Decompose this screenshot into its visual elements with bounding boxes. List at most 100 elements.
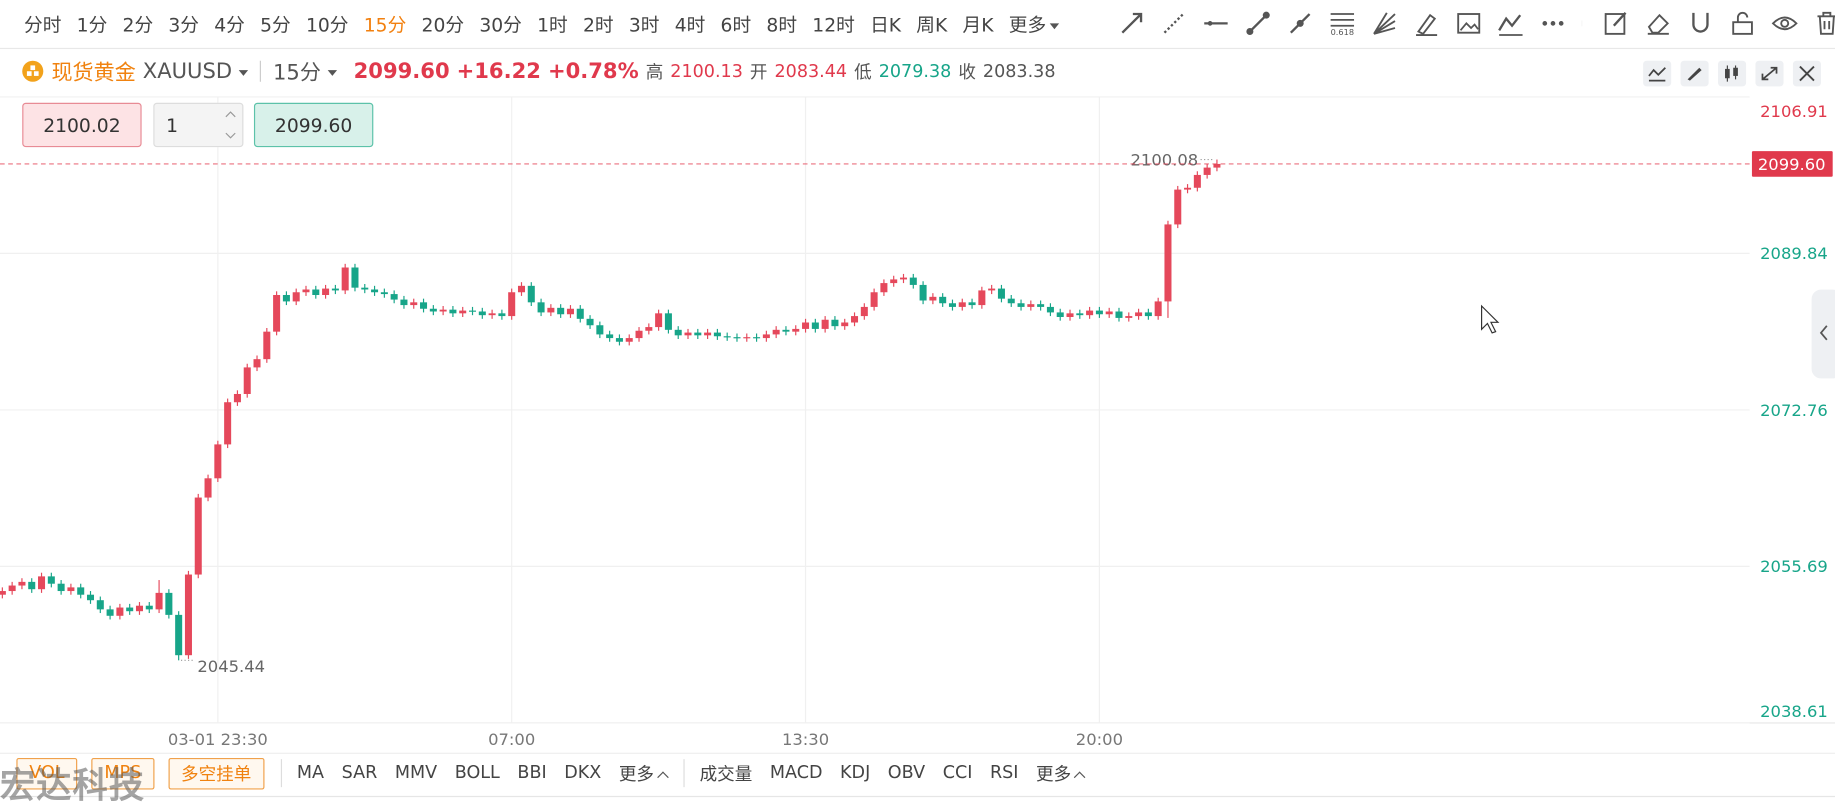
period-button[interactable]: 3分 — [168, 14, 200, 37]
delete-tool[interactable] — [1813, 9, 1835, 37]
indicator-button[interactable]: MA — [296, 760, 325, 782]
candle-body — [233, 393, 241, 403]
candle-body — [1017, 303, 1025, 307]
indicator-button[interactable]: 成交量 — [699, 763, 753, 785]
candle-body — [322, 288, 330, 295]
image-tool[interactable] — [1455, 9, 1483, 37]
magnet-tool[interactable] — [1686, 9, 1714, 37]
indicator-button[interactable]: MACD — [769, 760, 823, 782]
candle-body — [282, 294, 290, 302]
side-tab[interactable] — [1811, 289, 1835, 379]
period-button[interactable]: 周K — [916, 14, 948, 37]
indicator-button[interactable]: BBI — [517, 760, 547, 782]
period-button[interactable]: 30分 — [479, 14, 522, 37]
period-button[interactable]: 15分 — [363, 14, 407, 37]
indicator-button[interactable]: 更多 — [1036, 761, 1084, 786]
side-tab-chevron — [1819, 325, 1828, 341]
indicator-button[interactable]: MMV — [394, 760, 438, 782]
sell-price-box[interactable]: 2099.60 — [253, 102, 374, 148]
more-tool[interactable] — [1539, 9, 1567, 37]
last-price: 2099.60 — [353, 58, 450, 84]
price-tag-label: 2099.60 — [1758, 155, 1826, 174]
close-button[interactable] — [1792, 60, 1821, 87]
brush-tool[interactable] — [1413, 9, 1441, 37]
indicator-button[interactable] — [1643, 60, 1672, 87]
watermark: 宏达科技 — [0, 766, 146, 808]
tag-button[interactable]: 多空挂单 — [168, 757, 265, 789]
indicator-button[interactable]: CCI — [942, 760, 973, 782]
period-button[interactable]: 4时 — [674, 14, 706, 37]
hline-tool[interactable] — [1202, 9, 1230, 37]
indicator-button[interactable]: KDJ — [840, 760, 871, 782]
period-button[interactable]: 10分 — [305, 14, 349, 37]
lock-tool[interactable] — [1729, 9, 1757, 37]
indicator-button[interactable]: DKX — [564, 760, 602, 782]
period-button[interactable]: 1分 — [76, 14, 108, 37]
symbol-caret[interactable] — [239, 69, 249, 80]
wave-tool[interactable] — [1497, 9, 1525, 37]
indicator-button[interactable]: 更多 — [619, 761, 667, 786]
fan-tool[interactable] — [1370, 9, 1398, 37]
candle-body — [439, 309, 447, 312]
candle-body — [18, 581, 26, 586]
candle-body — [86, 594, 95, 601]
buy-price-box[interactable]: 2100.02 — [22, 102, 142, 148]
tag-button[interactable]: VOL — [16, 757, 78, 789]
fullscreen-button[interactable] — [1755, 60, 1784, 87]
candle-body — [498, 313, 506, 317]
tag-group: VOL MPS 多空挂单 — [16, 757, 265, 789]
candle-body — [792, 328, 800, 332]
period-button[interactable]: 分时 — [23, 14, 62, 37]
period-button[interactable]: 更多 — [1001, 9, 1067, 37]
stepper[interactable] — [225, 110, 237, 140]
eye-tool[interactable] — [1771, 9, 1799, 37]
candle-body — [155, 592, 163, 610]
candle-button[interactable] — [1718, 60, 1747, 87]
period-button[interactable]: 20分 — [421, 14, 465, 37]
trend-tool[interactable] — [1286, 9, 1314, 37]
open-value: 2083.44 — [774, 60, 848, 82]
candle-body — [1086, 310, 1094, 316]
indicator-button[interactable]: RSI — [989, 760, 1019, 782]
period-button[interactable]: 12时 — [812, 14, 855, 37]
period-button[interactable]: 8时 — [766, 14, 798, 37]
candle-body — [635, 330, 643, 339]
y-tick-label: 2038.61 — [1760, 702, 1828, 721]
period-button[interactable]: 月K — [962, 14, 994, 37]
period-button[interactable]: 2分 — [122, 14, 154, 37]
high-label: 高 — [645, 61, 664, 83]
period-button[interactable]: 1时 — [537, 14, 568, 37]
edit-tool[interactable] — [1602, 9, 1630, 37]
symbol[interactable]: XAUUSD — [142, 58, 233, 84]
period[interactable]: 15分 — [273, 60, 321, 86]
draw-button[interactable] — [1680, 60, 1709, 87]
candle-body — [8, 585, 16, 592]
quantity-input[interactable]: 1 — [153, 102, 244, 148]
eraser-tool[interactable] — [1644, 9, 1672, 37]
period-button[interactable]: 2时 — [582, 14, 614, 37]
candle-body — [263, 331, 271, 360]
fib-tool[interactable]: 0.618 — [1328, 9, 1356, 37]
candle-body — [1105, 311, 1113, 315]
period-caret[interactable] — [327, 69, 338, 80]
period-button[interactable]: 6时 — [720, 14, 752, 37]
symbol-name[interactable]: 现货黄金 — [51, 60, 136, 86]
period-button[interactable]: 4分 — [214, 14, 245, 37]
tag-button[interactable]: MPS — [91, 757, 155, 789]
period-button[interactable]: 5分 — [260, 14, 291, 37]
indicator-button[interactable]: BOLL — [454, 760, 500, 782]
candle-body — [606, 334, 614, 339]
candle-body — [67, 587, 75, 592]
candle-body — [312, 289, 320, 295]
candle-body — [1037, 304, 1045, 307]
period-button[interactable]: 日K — [870, 14, 902, 37]
indicator-button[interactable]: OBV — [887, 760, 926, 782]
dashed-line-tool[interactable] — [1160, 9, 1188, 37]
segment-tool[interactable] — [1244, 9, 1272, 37]
ray-tool[interactable] — [1118, 9, 1146, 37]
indicator-button[interactable]: SAR — [341, 760, 378, 782]
candle-body — [302, 289, 310, 293]
candle-body — [753, 337, 761, 339]
period-button[interactable]: 3时 — [628, 14, 660, 37]
